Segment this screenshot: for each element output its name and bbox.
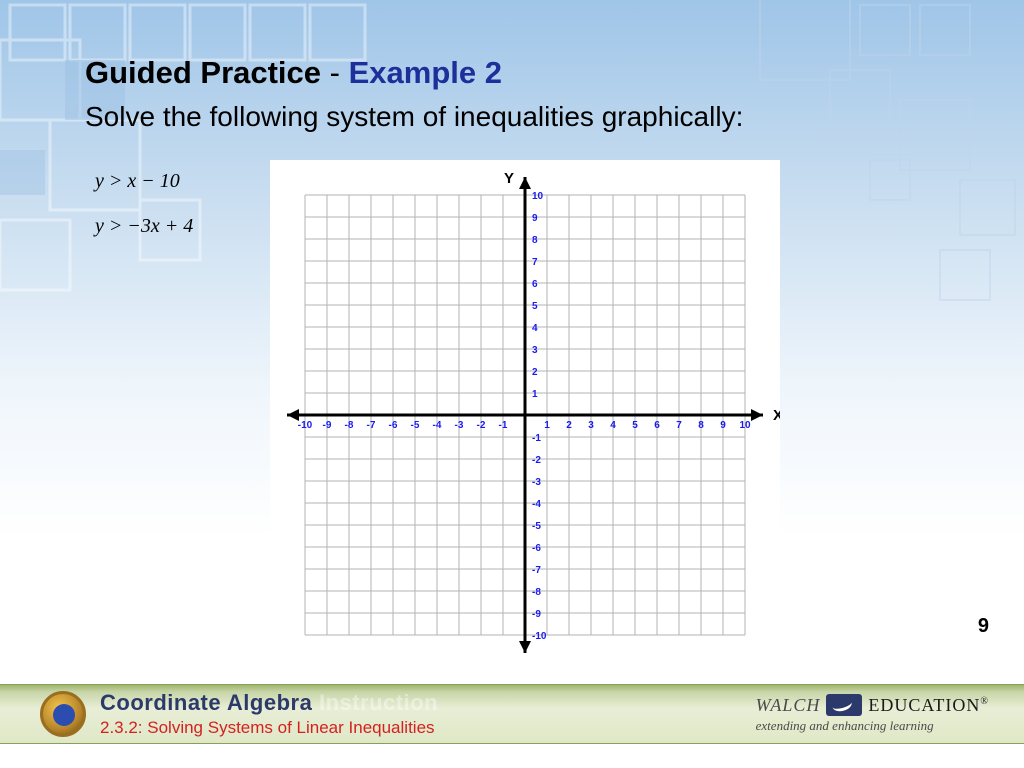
svg-text:-1: -1 xyxy=(532,433,541,444)
svg-text:-9: -9 xyxy=(323,420,332,431)
svg-text:-5: -5 xyxy=(532,521,541,532)
svg-text:2: 2 xyxy=(532,367,538,378)
svg-text:3: 3 xyxy=(588,420,594,431)
common-core-badge-icon xyxy=(40,691,86,737)
slide-title: Guided Practice - Example 2 xyxy=(85,55,954,91)
lesson-reference: 2.3.2: Solving Systems of Linear Inequal… xyxy=(100,718,756,738)
svg-text:-7: -7 xyxy=(367,420,376,431)
svg-text:9: 9 xyxy=(720,420,726,431)
svg-text:-10: -10 xyxy=(532,631,547,642)
title-part2: Example 2 xyxy=(349,55,502,90)
publisher-block: WALCH EDUCATION® extending and enhancing… xyxy=(756,694,989,734)
svg-text:-5: -5 xyxy=(411,420,420,431)
svg-text:10: 10 xyxy=(532,191,544,202)
equation-1: y > x − 10 xyxy=(95,170,193,193)
svg-text:8: 8 xyxy=(698,420,704,431)
svg-text:-3: -3 xyxy=(455,420,464,431)
svg-text:Y: Y xyxy=(504,170,514,187)
svg-text:3: 3 xyxy=(532,345,538,356)
page-number: 9 xyxy=(978,615,989,638)
svg-text:1: 1 xyxy=(532,389,538,400)
svg-text:6: 6 xyxy=(532,279,538,290)
svg-text:5: 5 xyxy=(632,420,638,431)
svg-text:-6: -6 xyxy=(532,543,541,554)
svg-text:-2: -2 xyxy=(477,420,486,431)
svg-text:-6: -6 xyxy=(389,420,398,431)
svg-text:-4: -4 xyxy=(532,499,541,510)
svg-text:2: 2 xyxy=(566,420,572,431)
coordinate-graph: -10-9-8-7-6-5-4-3-2-112345678910-10-9-8-… xyxy=(270,160,780,690)
svg-text:-7: -7 xyxy=(532,565,541,576)
svg-text:-3: -3 xyxy=(532,477,541,488)
title-dash: - xyxy=(321,55,349,90)
publisher-swoosh-icon xyxy=(826,694,862,716)
svg-text:-10: -10 xyxy=(298,420,313,431)
svg-text:7: 7 xyxy=(676,420,682,431)
publisher-tagline: extending and enhancing learning xyxy=(756,718,989,734)
footer: Coordinate Algebra Instruction 2.3.2: So… xyxy=(0,684,1024,744)
svg-text:10: 10 xyxy=(739,420,751,431)
svg-text:-2: -2 xyxy=(532,455,541,466)
publisher-name-1: WALCH xyxy=(756,695,821,716)
slide-subtitle: Solve the following system of inequaliti… xyxy=(85,101,954,133)
svg-text:4: 4 xyxy=(610,420,616,431)
svg-text:8: 8 xyxy=(532,235,538,246)
svg-text:9: 9 xyxy=(532,213,538,224)
title-part1: Guided Practice xyxy=(85,55,321,90)
svg-text:7: 7 xyxy=(532,257,538,268)
course-title: Coordinate Algebra Instruction xyxy=(100,690,756,716)
svg-text:-9: -9 xyxy=(532,609,541,620)
svg-text:X: X xyxy=(773,407,780,424)
svg-text:-8: -8 xyxy=(532,587,541,598)
svg-text:6: 6 xyxy=(654,420,660,431)
svg-text:-8: -8 xyxy=(345,420,354,431)
svg-text:5: 5 xyxy=(532,301,538,312)
equation-2: y > −3x + 4 xyxy=(95,215,193,238)
publisher-name-2: EDUCATION® xyxy=(868,695,989,716)
svg-text:-1: -1 xyxy=(499,420,508,431)
svg-text:-4: -4 xyxy=(433,420,442,431)
svg-text:1: 1 xyxy=(544,420,550,431)
inequality-system: y > x − 10 y > −3x + 4 xyxy=(95,170,193,260)
svg-text:4: 4 xyxy=(532,323,538,334)
